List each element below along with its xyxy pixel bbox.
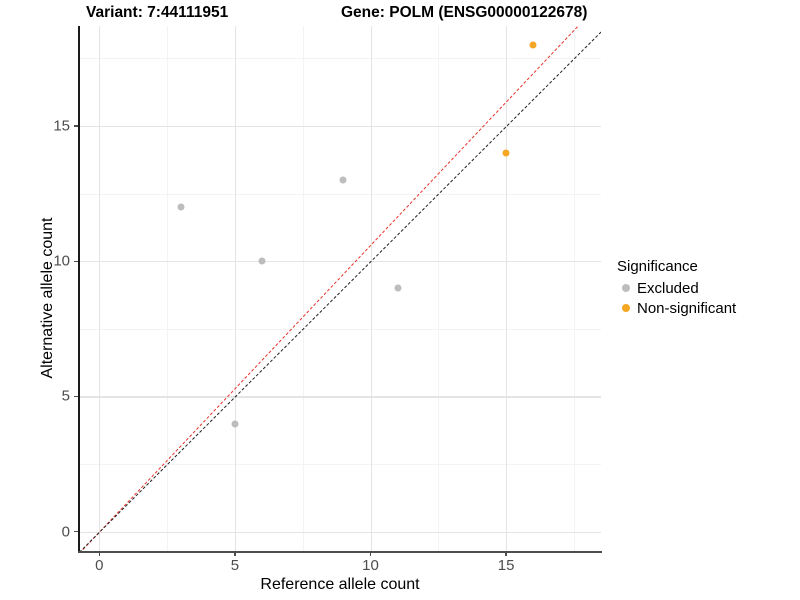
x-tick-mark bbox=[369, 552, 372, 556]
legend-item-label: Excluded bbox=[637, 279, 699, 297]
gridline-major-horizontal bbox=[79, 261, 601, 263]
plot-title-row: Variant: 7:44111951 Gene: POLM (ENSG0000… bbox=[0, 4, 800, 26]
legend-title: Significance bbox=[617, 258, 698, 275]
y-tick-label: 0 bbox=[61, 523, 70, 541]
x-axis-line bbox=[78, 551, 602, 553]
gene-title: Gene: POLM (ENSG00000122678) bbox=[341, 4, 588, 21]
x-tick-label: 0 bbox=[95, 557, 104, 574]
data-point bbox=[502, 149, 510, 157]
gridline-major-horizontal bbox=[79, 396, 601, 398]
y-tick-mark bbox=[74, 125, 78, 127]
data-point bbox=[529, 41, 537, 49]
gridline-minor-horizontal bbox=[79, 193, 601, 195]
gridline-minor-vertical bbox=[573, 26, 575, 552]
gridline-major-vertical bbox=[506, 26, 508, 552]
legend-item[interactable]: Non-significant bbox=[617, 298, 795, 318]
y-tick-label: 5 bbox=[61, 387, 70, 405]
gridline-major-horizontal bbox=[79, 126, 601, 128]
gridline-major-vertical bbox=[99, 26, 101, 552]
y-tick-label: 10 bbox=[53, 252, 70, 270]
x-tick-mark bbox=[505, 552, 507, 556]
data-point bbox=[231, 420, 239, 428]
gridline-minor-vertical bbox=[167, 26, 169, 552]
y-axis-line bbox=[78, 26, 80, 553]
legend: Significance Excluded Non-significant bbox=[617, 258, 795, 318]
gridline-minor-horizontal bbox=[79, 464, 601, 466]
data-point bbox=[258, 257, 266, 265]
reference-line-identity-line bbox=[79, 31, 601, 552]
gridline-minor-horizontal bbox=[79, 58, 601, 60]
plot-panel bbox=[79, 26, 601, 552]
variant-title: Variant: 7:44111951 bbox=[86, 4, 229, 21]
y-axis-title: Alternative allele count bbox=[39, 217, 56, 379]
legend-items: Excluded Non-significant bbox=[617, 278, 795, 318]
legend-dot-icon bbox=[621, 304, 630, 312]
gridline-major-horizontal bbox=[79, 531, 601, 533]
y-tick-mark bbox=[74, 531, 78, 533]
x-tick-label: 15 bbox=[497, 557, 515, 574]
legend-dot-icon bbox=[621, 284, 630, 292]
gridline-minor-vertical bbox=[438, 26, 440, 552]
y-tick-mark bbox=[74, 260, 78, 262]
x-tick-label: 5 bbox=[230, 557, 240, 574]
x-tick-mark bbox=[98, 552, 100, 556]
legend-key-icon bbox=[617, 300, 634, 317]
x-axis-title: Reference allele count bbox=[260, 576, 420, 593]
legend-item[interactable]: Excluded bbox=[617, 278, 795, 298]
gridline-minor-horizontal bbox=[79, 328, 601, 330]
data-point bbox=[339, 176, 347, 184]
x-tick-mark bbox=[234, 552, 236, 556]
gridline-minor-vertical bbox=[302, 26, 304, 552]
data-point bbox=[177, 203, 185, 211]
y-tick-label: 15 bbox=[53, 117, 70, 135]
legend-item-label: Non-significant bbox=[637, 299, 737, 317]
gridline-major-vertical bbox=[370, 26, 372, 552]
data-point bbox=[394, 284, 402, 292]
x-tick-label: 10 bbox=[362, 557, 379, 574]
legend-key-icon bbox=[617, 280, 634, 297]
y-tick-mark bbox=[74, 395, 78, 398]
gridline-major-vertical bbox=[234, 26, 237, 552]
